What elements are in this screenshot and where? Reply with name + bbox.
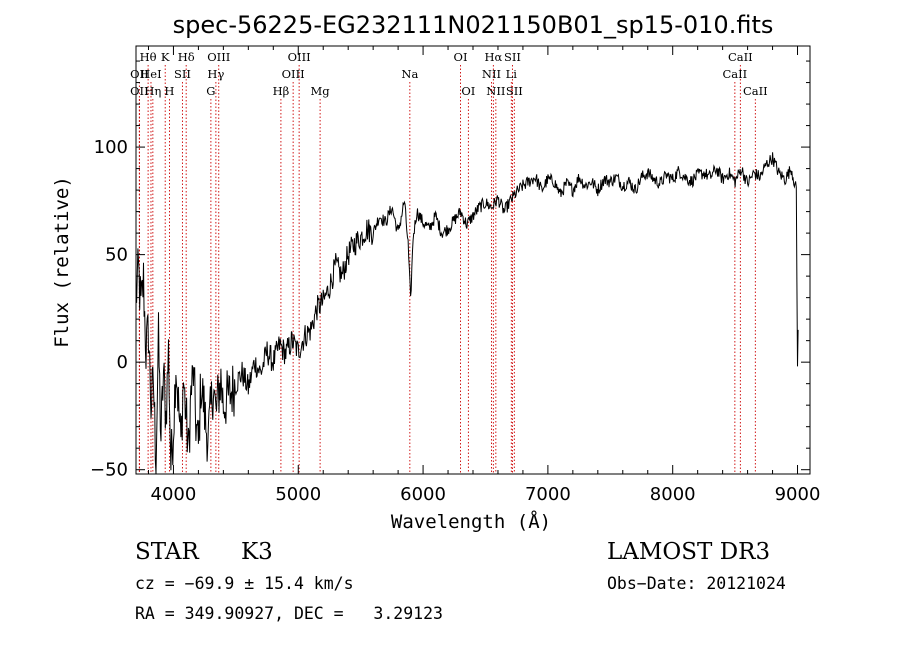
spectral-line-label: HeI bbox=[140, 67, 161, 81]
spectral-line-label: SII bbox=[504, 50, 521, 64]
x-axis-ticks: 4000 5000 6000 7000 8000 9000 bbox=[147, 46, 821, 505]
spectral-line-label: OIII bbox=[207, 50, 230, 64]
spectral-line-labels: OIIOIIHθHeIHηKHSIIHδGHγOIIIHβOIIIOIIIMgN… bbox=[130, 50, 768, 98]
y-tick-label: 50 bbox=[105, 245, 128, 266]
spectral-line-label: CaII bbox=[722, 67, 747, 81]
y-axis-label: Flux (relative) bbox=[51, 176, 73, 348]
x-tick-label: 6000 bbox=[400, 484, 446, 505]
spectral-line-label: Hθ bbox=[140, 50, 157, 64]
spectral-line-label: Hα bbox=[484, 50, 502, 64]
y-tick-label: −50 bbox=[90, 460, 128, 481]
spectral-line-label: SII bbox=[506, 84, 523, 98]
subclass: K3 bbox=[241, 539, 273, 565]
spectral-line-label: NII bbox=[486, 84, 505, 98]
spectral-line-label: CaII bbox=[728, 50, 753, 64]
spectral-line-label: OII bbox=[130, 84, 149, 98]
x-tick-label: 8000 bbox=[650, 484, 696, 505]
spectral-line-label: K bbox=[161, 50, 170, 64]
survey-name: LAMOST DR3 bbox=[607, 539, 771, 565]
x-tick-label: 9000 bbox=[775, 484, 821, 505]
spectral-line-label: CaII bbox=[743, 84, 768, 98]
plot-frame bbox=[135, 45, 811, 475]
object-class: STAR bbox=[135, 539, 199, 565]
spectral-line-label: OII bbox=[130, 67, 149, 81]
y-tick-label: 100 bbox=[94, 137, 128, 158]
redshift-readout: cz = −69.9 ± 15.4 km/s bbox=[135, 574, 354, 593]
spectral-line-label: OI bbox=[454, 50, 468, 64]
spectral-line-label: OIII bbox=[288, 50, 311, 64]
spectral-line-markers bbox=[138, 65, 756, 474]
spectral-line-label: Hβ bbox=[273, 84, 290, 98]
x-tick-label: 7000 bbox=[525, 484, 571, 505]
spectral-line-label: Li bbox=[506, 67, 518, 81]
spectral-line-label: G bbox=[206, 84, 215, 98]
spectrum-series-line bbox=[135, 152, 799, 475]
spectral-line-label: Na bbox=[401, 67, 418, 81]
obs-date: Obs−Date: 20121024 bbox=[607, 574, 786, 593]
spectral-line-label: Hη bbox=[144, 84, 161, 98]
spectral-line-label: NII bbox=[482, 67, 501, 81]
spectral-line-label: OIII bbox=[282, 67, 305, 81]
x-tick-label: 5000 bbox=[275, 484, 321, 505]
spectral-line-label: H bbox=[164, 84, 174, 98]
coordinates-readout: RA = 349.90927, DEC = 3.29123 bbox=[135, 604, 443, 623]
chart-title: spec-56225-EG232111N021150B01_sp15-010.f… bbox=[173, 11, 774, 39]
y-tick-label: 0 bbox=[117, 352, 128, 373]
spectral-line-label: Hγ bbox=[207, 67, 224, 81]
spectral-line-label: SII bbox=[174, 67, 191, 81]
x-tick-label: 4000 bbox=[151, 484, 197, 505]
spectral-line-label: Hδ bbox=[178, 50, 195, 64]
x-axis-label: Wavelength (Å) bbox=[391, 510, 551, 533]
y-axis-ticks: −50 0 50 100 bbox=[90, 60, 810, 481]
spectral-line-label: OI bbox=[461, 84, 475, 98]
spectral-line-label: Mg bbox=[311, 84, 331, 98]
